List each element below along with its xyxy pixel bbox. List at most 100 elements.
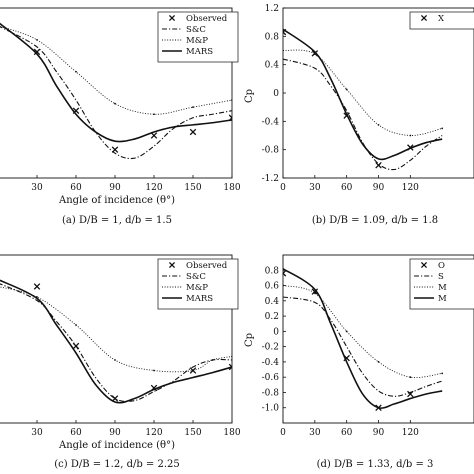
observed-point	[311, 288, 319, 295]
x-tick-label: 120	[402, 428, 419, 438]
series-line-dashdot	[0, 283, 232, 403]
series-point	[377, 361, 380, 363]
x-tick-label: 150	[184, 183, 201, 193]
series-point	[231, 355, 232, 358]
series-point	[345, 330, 348, 333]
series-point	[345, 88, 348, 91]
legend-label: MARS	[186, 294, 213, 304]
y-tick-label: 0.8	[265, 32, 280, 42]
y-tick-label: -0.8	[262, 146, 280, 156]
series-point	[75, 324, 77, 326]
series-point	[114, 359, 116, 361]
x-tick-label: 30	[31, 183, 43, 193]
legend-label: X	[438, 14, 445, 24]
series-line-solid	[0, 279, 232, 404]
x-axis-label-a: Angle of incidence (θ°)	[58, 195, 175, 206]
series-line-solid	[283, 28, 443, 161]
legend-label: S&C	[186, 25, 206, 35]
series-point	[153, 369, 155, 372]
x-tick-label: 60	[70, 183, 82, 193]
legend-swatch	[420, 261, 428, 269]
y-tick-label: 0.6	[265, 282, 280, 292]
y-axis-label-b: Cp	[244, 89, 255, 103]
series-point	[377, 123, 380, 126]
x-tick-label: 30	[309, 428, 321, 438]
x-tick-label: 120	[402, 183, 419, 193]
series-point	[75, 70, 77, 73]
y-tick-label: 0.8	[265, 266, 280, 276]
x-tick-label: 60	[341, 183, 353, 193]
y-tick-label: 0	[273, 89, 279, 99]
legend-box	[157, 11, 239, 63]
x-tick-label: 30	[31, 428, 43, 438]
series-point	[409, 376, 412, 379]
legend: X	[409, 11, 474, 30]
legend-label: MARS	[186, 47, 213, 57]
series-point	[283, 49, 284, 52]
y-tick-label: -0.4	[262, 117, 280, 127]
series-point	[153, 113, 155, 116]
series-point	[231, 99, 232, 101]
y-tick-label: 0.4	[265, 297, 280, 307]
observed-point	[228, 363, 232, 371]
series-point	[283, 284, 284, 287]
legend-label: S	[438, 272, 444, 282]
observed-point	[33, 283, 41, 290]
caption-c: (c) D/B = 1.2, d/b = 2.25	[54, 459, 180, 470]
series-point	[409, 134, 412, 137]
x-tick-label: 90	[373, 428, 385, 438]
x-tick-label: 90	[109, 428, 121, 438]
series-line-dashdot	[283, 58, 443, 171]
plot-frame	[282, 7, 474, 179]
x-tick-label: 180	[223, 428, 240, 438]
legend-label: Observed	[186, 261, 228, 271]
legend-label: M&P	[186, 283, 208, 293]
y-tick-label: 0	[273, 327, 279, 337]
x-tick-label: 60	[70, 428, 82, 438]
legend-swatch	[168, 261, 176, 269]
observed-point	[189, 128, 197, 136]
observed-point	[150, 132, 158, 139]
series-line-dotted	[0, 286, 232, 373]
x-axis-label-c: Angle of incidence (θ°)	[58, 440, 175, 451]
caption-b: (b) D/B = 1.09, d/b = 1.8	[312, 215, 438, 226]
x-tick-label: 0	[280, 428, 286, 438]
series-line-solid	[0, 22, 232, 143]
caption-d: (d) D/B = 1.33, d/b = 3	[317, 459, 434, 470]
legend-label: Observed	[186, 14, 228, 24]
series-line-dashdot	[283, 296, 443, 397]
panel-b: 0 30 60 90 120 1.2 0.8 0.4 0 -0.4 -0.8 -1.2 X	[262, 4, 474, 193]
x-tick-label: 30	[309, 183, 321, 193]
series-line-dotted	[283, 49, 443, 136]
x-tick-label: 120	[145, 428, 162, 438]
legend-swatch	[168, 14, 176, 22]
series-line-dashdot	[0, 26, 232, 160]
series-point	[192, 369, 194, 372]
legend-swatch	[420, 14, 428, 22]
y-tick-label: -0.2	[262, 343, 279, 353]
y-tick-label: -1.2	[262, 174, 279, 184]
observed-point	[283, 270, 287, 277]
series-point	[211, 359, 214, 361]
legend-box	[157, 258, 239, 310]
x-tick-label: 0	[280, 183, 286, 193]
x-tick-label: 180	[223, 183, 240, 193]
legend-label: M&P	[186, 36, 208, 46]
series-point	[114, 102, 116, 105]
observed-point	[375, 161, 382, 169]
y-tick-label: -1.0	[262, 404, 280, 414]
panel-d: 0 30 60 90 120 0.8 0.6 0.4 0.2 0 -0.2 -0.4 -0.6 -0.8 -…	[262, 254, 474, 438]
y-tick-label: 0.4	[265, 61, 280, 71]
caption-a: (a) D/B = 1, d/b = 1.5	[62, 215, 172, 226]
series-line-solid	[283, 268, 443, 409]
observed-point	[33, 48, 41, 56]
legend-label: S&C	[186, 272, 206, 282]
legend-box	[409, 258, 474, 310]
y-tick-label: 1.2	[265, 4, 279, 14]
legend-label: M	[438, 283, 447, 293]
